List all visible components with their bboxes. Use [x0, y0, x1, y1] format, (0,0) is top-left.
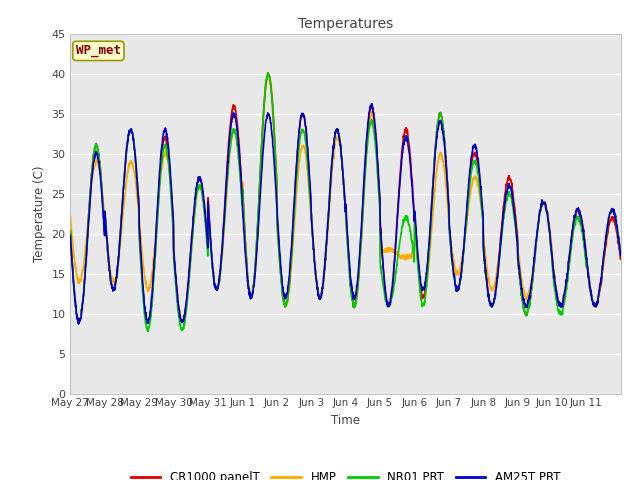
Title: Temperatures: Temperatures: [298, 17, 393, 31]
Line: AM25T PRT: AM25T PRT: [70, 104, 621, 324]
AM25T PRT: [122, 158, 129, 164]
AM25T PRT: [609, 208, 617, 214]
CR1000 panelT: [379, 260, 387, 265]
CR1000 panelT: [609, 216, 617, 222]
HMP: [543, 205, 550, 211]
HMP: [264, 71, 271, 76]
Y-axis label: Temperature (C): Temperature (C): [33, 165, 46, 262]
Text: WP_met: WP_met: [76, 44, 121, 58]
CR1000 panelT: [512, 216, 520, 221]
NR01 PRT: [512, 226, 520, 232]
Line: CR1000 panelT: CR1000 panelT: [70, 73, 621, 324]
NR01 PRT: [379, 281, 387, 287]
CR1000 panelT: [241, 223, 248, 228]
NR01 PRT: [264, 70, 271, 76]
NR01 PRT: [145, 328, 152, 334]
NR01 PRT: [617, 252, 625, 258]
X-axis label: Time: Time: [331, 414, 360, 427]
AM25T PRT: [75, 321, 83, 327]
CR1000 panelT: [122, 158, 129, 164]
AM25T PRT: [543, 208, 550, 214]
NR01 PRT: [609, 208, 617, 214]
HMP: [609, 216, 617, 221]
HMP: [178, 319, 186, 325]
Line: NR01 PRT: NR01 PRT: [70, 73, 621, 331]
Legend: CR1000 panelT, HMP, NR01 PRT, AM25T PRT: CR1000 panelT, HMP, NR01 PRT, AM25T PRT: [126, 466, 565, 480]
NR01 PRT: [122, 161, 129, 167]
AM25T PRT: [617, 252, 625, 258]
CR1000 panelT: [67, 228, 74, 234]
HMP: [617, 254, 625, 260]
HMP: [67, 213, 74, 219]
NR01 PRT: [241, 223, 248, 228]
CR1000 panelT: [264, 70, 271, 76]
AM25T PRT: [379, 262, 387, 267]
HMP: [241, 216, 248, 222]
Line: HMP: HMP: [70, 73, 621, 322]
HMP: [379, 248, 387, 254]
NR01 PRT: [543, 208, 550, 214]
AM25T PRT: [368, 101, 376, 107]
CR1000 panelT: [617, 256, 625, 262]
AM25T PRT: [241, 236, 248, 241]
CR1000 panelT: [543, 208, 550, 214]
AM25T PRT: [512, 221, 520, 227]
HMP: [122, 187, 129, 193]
NR01 PRT: [67, 228, 74, 234]
HMP: [512, 213, 520, 218]
CR1000 panelT: [75, 321, 83, 326]
AM25T PRT: [67, 233, 74, 239]
